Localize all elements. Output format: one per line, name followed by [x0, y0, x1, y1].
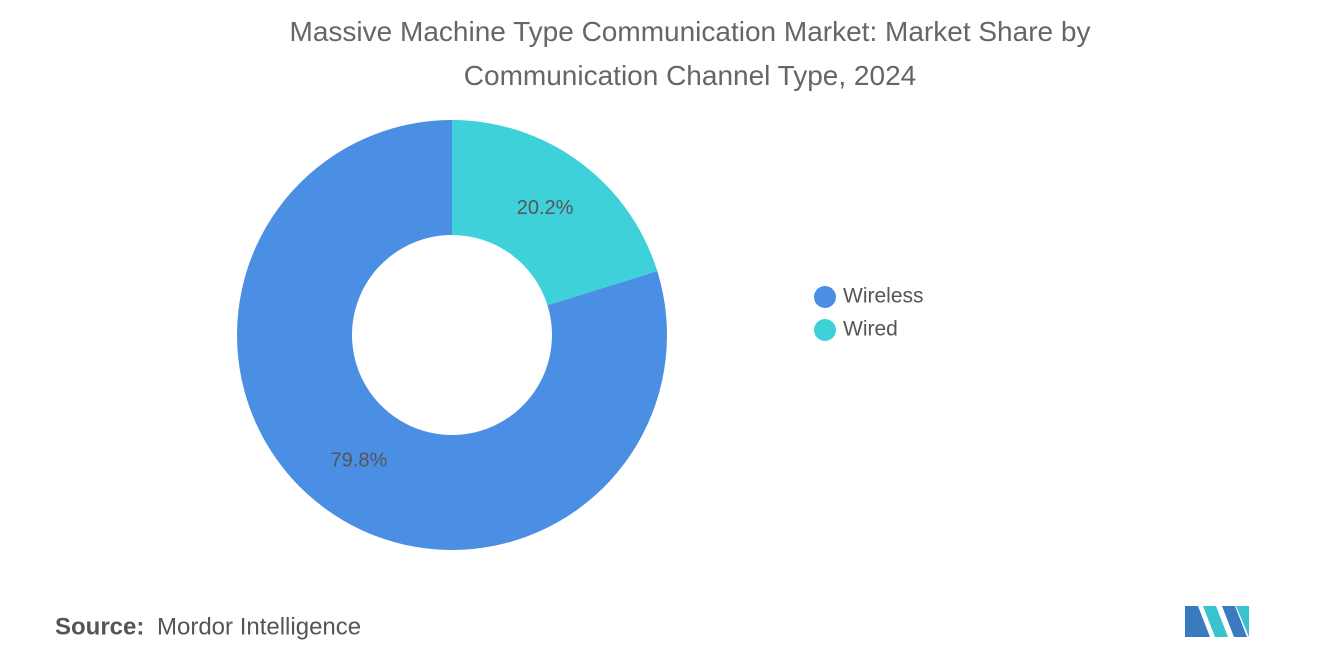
legend-label: Wired [843, 318, 898, 341]
value-label: 79.8% [331, 450, 388, 472]
legend-marker [814, 319, 836, 341]
chart-title: Massive Machine Type Communication Marke… [289, 16, 1091, 91]
slice [452, 120, 658, 306]
source-label: Source: [55, 613, 144, 640]
legend-label: Wireless [843, 285, 924, 308]
value-label: 20.2% [517, 197, 574, 219]
legend-marker [814, 286, 836, 308]
slice [237, 120, 668, 550]
logo [1185, 606, 1249, 637]
source: Mordor Intelligence [157, 613, 361, 640]
